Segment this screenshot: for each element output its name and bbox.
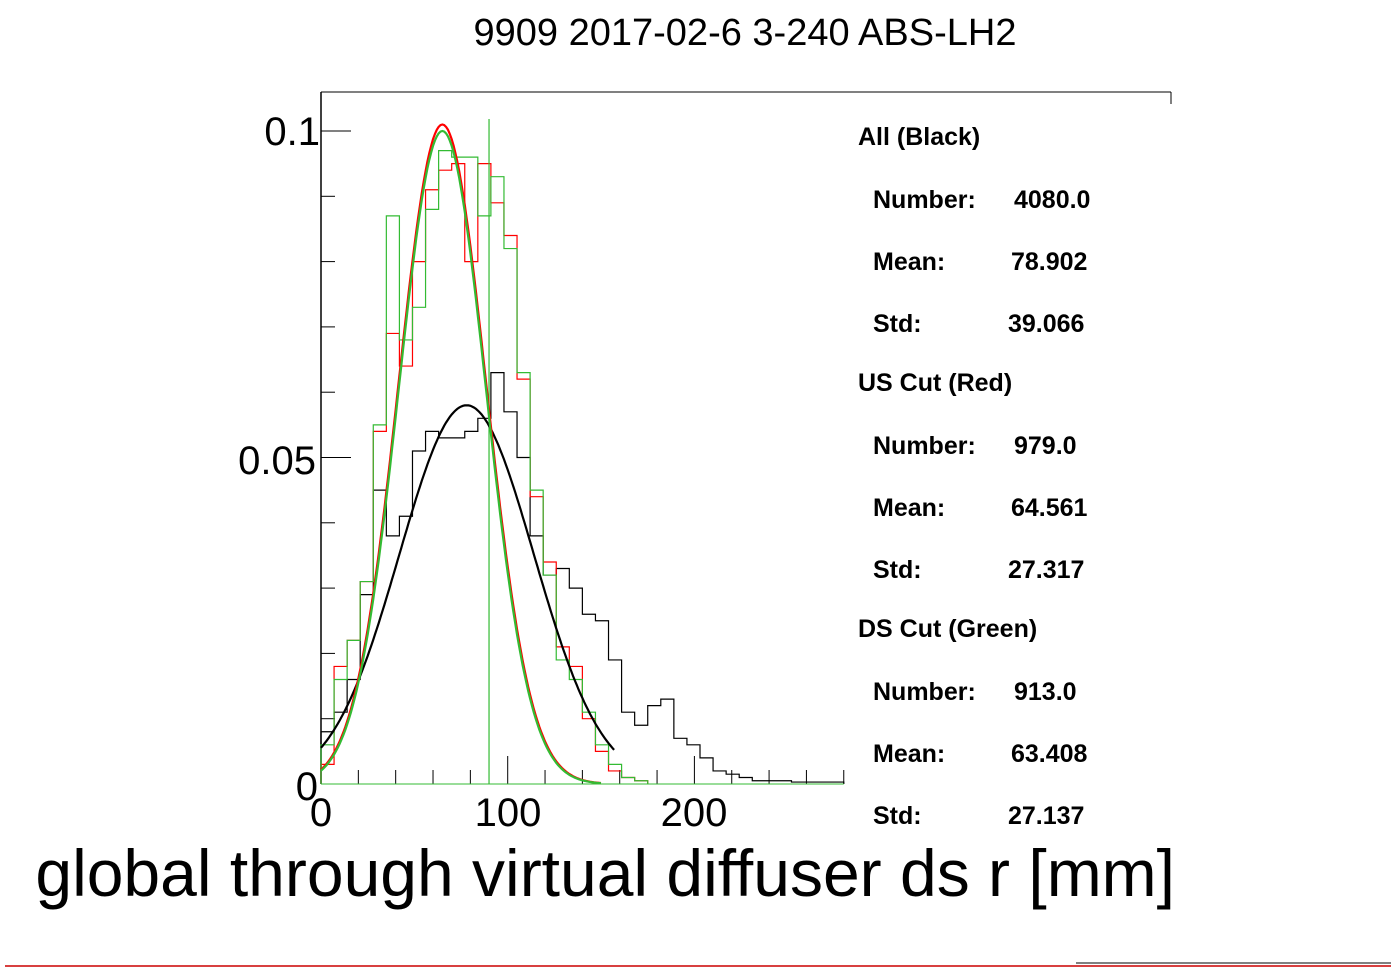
x-tick-label-100: 100	[475, 791, 542, 835]
histogram-ds-cut-green-	[320, 149, 649, 784]
legend-us-mean-label: Mean:	[873, 494, 945, 522]
legend-header-us: US Cut (Red)	[858, 369, 1012, 397]
stats-legend: All (Black) Number: 4080.0 Mean: 78.902 …	[858, 123, 1090, 830]
fit-ds-cut-green-	[320, 129, 602, 785]
fit-all-black-	[320, 404, 615, 751]
legend-ds-number: 913.0	[1014, 678, 1077, 706]
legend-us-mean: 64.561	[1011, 494, 1088, 522]
gaussian-fits	[320, 123, 615, 785]
histogram-all-black-	[320, 372, 845, 784]
legend-all-std: 39.066	[1008, 310, 1084, 338]
fit-us-cut-red-	[320, 123, 602, 785]
y-tick-label-0.05: 0.05	[238, 439, 316, 483]
legend-us-number-label: Number:	[873, 432, 976, 460]
y-tick-label-0: 0	[296, 765, 318, 809]
chart-title: 9909 2017-02-6 3-240 ABS-LH2	[474, 12, 1017, 54]
legend-us-std-label: Std:	[873, 556, 922, 584]
legend-header-ds: DS Cut (Green)	[858, 615, 1037, 643]
histogram-series	[320, 119, 845, 785]
legend-all-mean: 78.902	[1011, 248, 1087, 276]
histogram-us-cut-red-	[320, 163, 649, 784]
y-tick-label-0.1: 0.1	[264, 110, 320, 154]
x-tick-label-0: 0	[310, 791, 332, 835]
legend-us-number: 979.0	[1014, 432, 1077, 460]
legend-ds-mean: 63.408	[1011, 740, 1088, 768]
legend-ds-mean-label: Mean:	[873, 740, 945, 768]
legend-ds-std: 27.137	[1008, 802, 1084, 830]
legend-all-number-label: Number:	[873, 186, 976, 214]
legend-ds-std-label: Std:	[873, 802, 922, 830]
x-tick-label-200: 200	[661, 791, 728, 835]
x-axis-label: global through virtual diffuser ds r [mm…	[35, 836, 1175, 910]
legend-all-number: 4080.0	[1014, 186, 1090, 214]
legend-all-mean-label: Mean:	[873, 248, 945, 276]
legend-header-all: All (Black)	[858, 123, 980, 151]
legend-us-std: 27.317	[1008, 556, 1084, 584]
axis-ticks	[320, 130, 845, 785]
legend-all-std-label: Std:	[873, 310, 922, 338]
legend-ds-number-label: Number:	[873, 678, 976, 706]
